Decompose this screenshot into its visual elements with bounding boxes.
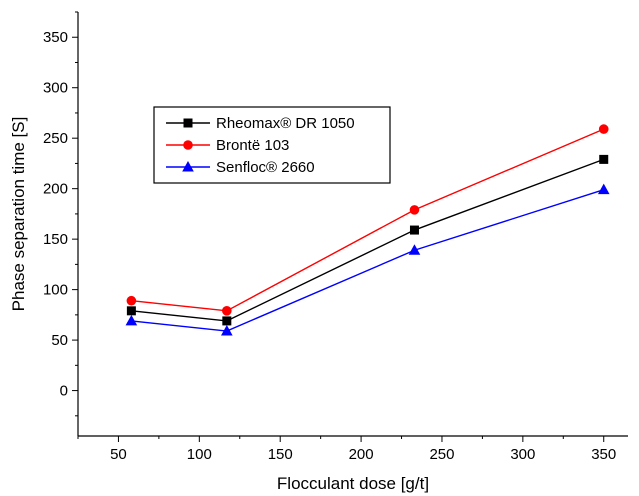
legend: Rheomax® DR 1050 Brontë 103 Senfloc® 2660 xyxy=(153,106,391,184)
series-line xyxy=(131,189,604,332)
y-tick-label: 350 xyxy=(43,29,68,46)
data-point xyxy=(599,154,609,164)
x-tick-label: 100 xyxy=(187,446,212,463)
data-point xyxy=(597,183,610,195)
series-0 xyxy=(126,154,609,326)
y-tick-label: 50 xyxy=(51,332,68,349)
data-point xyxy=(126,295,137,306)
series-2 xyxy=(125,183,610,336)
series-line xyxy=(131,158,604,322)
axes xyxy=(77,12,628,437)
ticks: 50 100 150 200 250 300 350 0 50 100 150 200 250 300 35… xyxy=(43,11,616,463)
legend-label: Rheomax® DR 1050 xyxy=(216,115,355,132)
y-tick-label: 300 xyxy=(43,80,68,97)
x-tick-label: 350 xyxy=(591,446,616,463)
legend-swatch-marker xyxy=(182,161,194,172)
y-tick-label: 250 xyxy=(43,130,68,147)
series-layer xyxy=(125,124,610,336)
data-point xyxy=(221,325,233,336)
data-point xyxy=(409,205,420,215)
y-axis-title: Phase separation time [S] xyxy=(9,117,28,312)
data-point xyxy=(222,316,232,326)
x-tick-label: 150 xyxy=(268,446,293,463)
legend-entry: Brontë 103 xyxy=(166,137,289,154)
x-tick-label: 200 xyxy=(349,446,374,463)
data-point xyxy=(598,124,609,134)
data-point xyxy=(126,306,136,316)
y-tick-label: 200 xyxy=(43,181,68,198)
data-point xyxy=(125,314,138,326)
legend-swatch-marker xyxy=(183,118,193,128)
series-1 xyxy=(126,124,609,316)
data-point xyxy=(222,306,232,316)
y-tick-label: 100 xyxy=(43,282,68,299)
y-tick-label: 0 xyxy=(60,383,68,400)
legend-entry: Senfloc® 2660 xyxy=(166,159,315,176)
x-tick-label: 300 xyxy=(510,446,535,463)
data-point xyxy=(409,225,419,235)
legend-label: Senfloc® 2660 xyxy=(216,159,315,176)
legend-swatch-marker xyxy=(183,140,193,150)
legend-label: Brontë 103 xyxy=(216,137,289,154)
y-tick-label: 150 xyxy=(43,231,68,248)
data-point xyxy=(408,244,421,255)
x-axis-title: Flocculant dose [g/t] xyxy=(277,474,429,493)
series-line xyxy=(131,128,605,312)
x-tick-label: 50 xyxy=(110,446,127,463)
legend-entry: Rheomax® DR 1050 xyxy=(166,115,355,132)
x-tick-label: 250 xyxy=(429,446,454,463)
